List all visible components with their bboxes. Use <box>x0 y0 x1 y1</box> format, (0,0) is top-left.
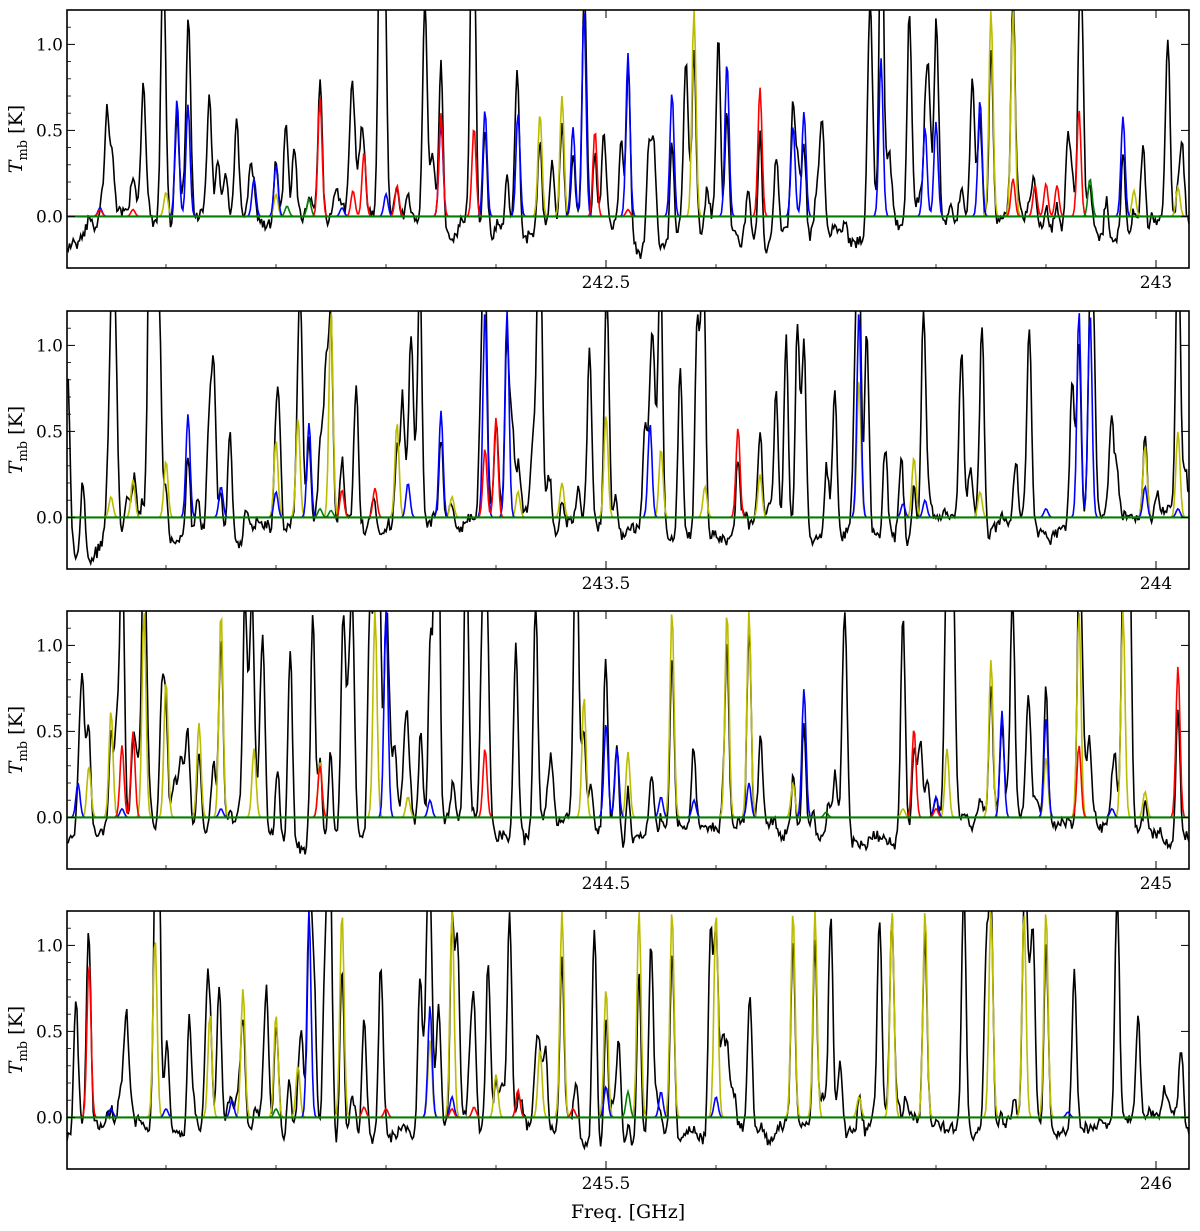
panel-1: 0.0 0.5 1.0 242.5 243 Tmb [K] <box>5 9 1190 293</box>
x-tick-label: 245.5 <box>582 1174 631 1194</box>
series-line-observed <box>67 611 1189 855</box>
panel-frame <box>66 9 1190 269</box>
y-axis-title: Tmb [K] <box>5 105 31 173</box>
panel-frame <box>66 910 1190 1170</box>
y-tick-label: 0.0 <box>36 808 63 828</box>
panel-4: 0.0 0.5 1.0 245.5 246 Tmb [K] <box>5 910 1190 1194</box>
y-tick-label: 0.0 <box>36 508 63 528</box>
y-tick-label: 0.5 <box>36 1022 63 1042</box>
panel-2: 0.0 0.5 1.0 243.5 244 Tmb [K] <box>5 310 1190 594</box>
y-tick-label: 1.0 <box>36 336 63 356</box>
plot-area <box>67 311 1189 567</box>
series-line-model-yellow <box>67 313 1189 519</box>
y-tick-label: 1.0 <box>36 35 63 55</box>
panel-frame <box>66 610 1190 870</box>
series-line-observed <box>67 311 1189 567</box>
panel-3: 0.0 0.5 1.0 244.5 245 Tmb [K] <box>5 610 1190 894</box>
series-line-observed <box>67 10 1189 259</box>
y-tick-label: 0.5 <box>36 422 63 442</box>
x-tick-label: 243 <box>1140 273 1172 293</box>
series-line-model-green <box>67 178 1189 218</box>
y-tick-label: 0.5 <box>36 722 63 742</box>
y-tick-label: 0.5 <box>36 121 63 141</box>
y-tick-label: 1.0 <box>36 636 63 656</box>
x-tick-label: 243.5 <box>582 574 631 594</box>
y-tick-label: 1.0 <box>36 936 63 956</box>
series-line-model-yellow <box>67 10 1189 218</box>
series-line-model-red <box>67 417 1189 519</box>
series-line-model-blue <box>67 311 1189 519</box>
x-tick-label: 246 <box>1140 1174 1172 1194</box>
series-line-observed <box>67 911 1189 1151</box>
plot-area <box>67 10 1189 259</box>
x-tick-label: 244.5 <box>582 874 631 894</box>
plot-area <box>67 611 1189 855</box>
plot-area <box>67 911 1189 1151</box>
x-tick-label: 242.5 <box>582 273 631 293</box>
y-tick-label: 0.0 <box>36 207 63 227</box>
y-axis-title: Tmb [K] <box>5 1006 31 1074</box>
x-tick-label: 244 <box>1140 574 1172 594</box>
y-tick-label: 0.0 <box>36 1108 63 1128</box>
series-line-model-yellow <box>67 911 1189 1119</box>
y-axis-title: Tmb [K] <box>5 706 31 774</box>
x-tick-label: 245 <box>1140 874 1172 894</box>
panel-frame <box>66 310 1190 570</box>
x-axis-title: Freq. [GHz] <box>571 1201 685 1223</box>
y-axis-title: Tmb [K] <box>5 406 31 474</box>
series-line-model-blue <box>67 13 1189 218</box>
